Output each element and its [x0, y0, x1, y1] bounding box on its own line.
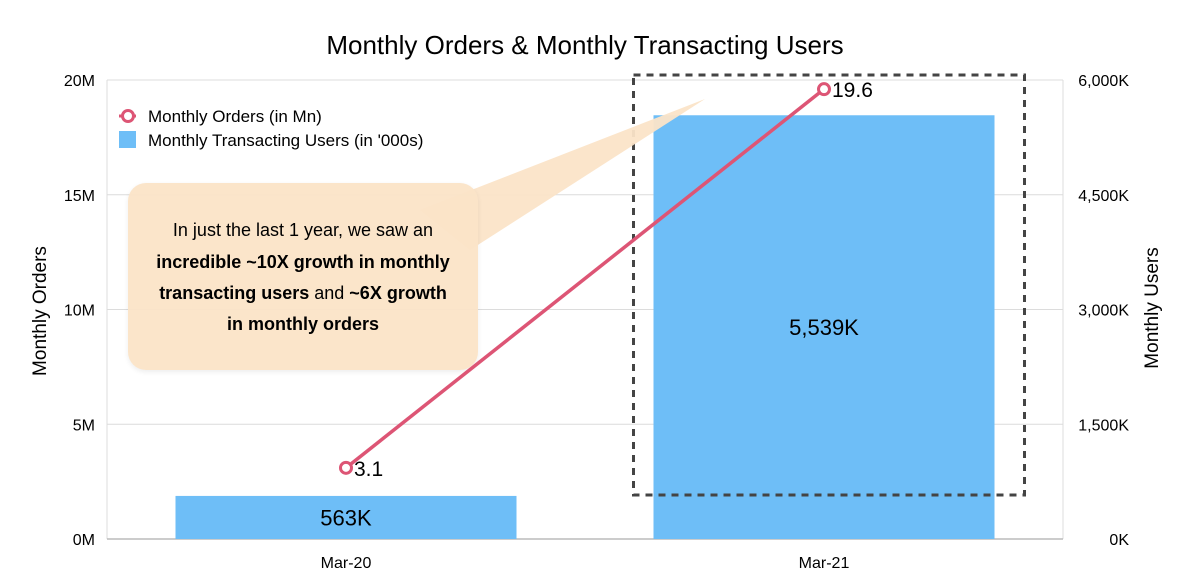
right-axis-label: Monthly Users [1142, 247, 1163, 368]
orders-value-label: 3.1 [354, 458, 383, 481]
bar [653, 115, 995, 539]
left-axis-label: Monthly Orders [30, 246, 51, 376]
bars: 563K 5,539K [175, 115, 995, 539]
left-tick-label: 5M [73, 417, 95, 434]
bar-value-label: 563K [320, 505, 372, 530]
callout-part-5: ~6X growth [349, 283, 447, 303]
right-tick-label: 1,500K [1078, 417, 1129, 434]
legend-marker-icon [121, 109, 135, 123]
callout-part-4: and [309, 283, 349, 303]
right-tick-label: 3,000K [1078, 303, 1129, 320]
x-tick-label: Mar-20 [321, 555, 372, 572]
callout-part-2: incredible ~10X growth in monthly [156, 252, 450, 272]
legend-label-orders: Monthly Orders (in Mn) [148, 107, 322, 126]
line-series: 3.1 19.6 [339, 79, 873, 481]
callout-line-2: incredible ~10X growth in monthly [156, 252, 450, 272]
chart-title: Monthly Orders & Monthly Transacting Use… [326, 30, 843, 60]
callout-line-4: in monthly orders [227, 314, 379, 334]
legend-item-users: Monthly Transacting Users (in '000s) [119, 131, 423, 150]
orders-value-label: 19.6 [832, 79, 873, 102]
orders-line [344, 87, 826, 470]
right-tick-label: 4,500K [1078, 188, 1129, 205]
left-tick-label: 20M [64, 73, 95, 90]
callout-line-1: In just the last 1 year, we saw an [173, 220, 433, 240]
callout: In just the last 1 year, we saw an incre… [128, 99, 705, 370]
legend-bar-swatch [119, 131, 136, 148]
x-tick-label: Mar-21 [799, 555, 850, 572]
callout-line-3: transacting users and ~6X growth [159, 283, 447, 303]
orders-point [339, 460, 353, 475]
left-axis-ticks: 0M 5M 10M 15M 20M [64, 73, 95, 549]
right-tick-label: 6,000K [1078, 73, 1129, 90]
orders-point [817, 82, 831, 97]
left-tick-label: 0M [73, 532, 95, 549]
callout-pointer [420, 99, 705, 250]
left-tick-label: 15M [64, 188, 95, 205]
legend-label-users: Monthly Transacting Users (in '000s) [148, 131, 423, 150]
callout-box [128, 183, 478, 370]
right-tick-label: 0K [1109, 532, 1129, 549]
x-axis-ticks: Mar-20 Mar-21 [321, 555, 850, 572]
callout-part-1: In just the last 1 year, we saw an [173, 220, 433, 240]
left-tick-label: 10M [64, 303, 95, 320]
callout-part-3: transacting users [159, 283, 309, 303]
callout-part-6: in monthly orders [227, 314, 379, 334]
legend-item-orders: Monthly Orders (in Mn) [119, 107, 322, 126]
bar-value-label: 5,539K [789, 315, 859, 340]
right-axis-ticks: 0K 1,500K 3,000K 4,500K 6,000K [1078, 73, 1129, 549]
bar [175, 495, 517, 539]
legend: Monthly Orders (in Mn) Monthly Transacti… [119, 107, 423, 150]
highlight-box [632, 73, 1026, 497]
